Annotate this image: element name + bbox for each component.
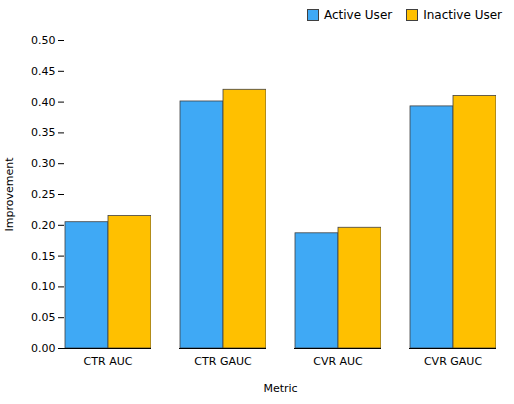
svg-text:CTR GAUC: CTR GAUC bbox=[194, 355, 252, 368]
svg-text:0.45: 0.45 bbox=[31, 65, 56, 78]
svg-text:CVR GAUC: CVR GAUC bbox=[424, 355, 482, 368]
svg-text:CVR AUC: CVR AUC bbox=[313, 355, 363, 368]
svg-text:0.30: 0.30 bbox=[31, 157, 56, 170]
svg-text:0.25: 0.25 bbox=[31, 188, 56, 201]
svg-text:0.50: 0.50 bbox=[31, 34, 56, 47]
svg-text:0.00: 0.00 bbox=[31, 342, 56, 355]
svg-text:Improvement: Improvement bbox=[3, 157, 16, 232]
svg-text:0.20: 0.20 bbox=[31, 219, 56, 232]
svg-text:0.40: 0.40 bbox=[31, 96, 56, 109]
svg-text:0.05: 0.05 bbox=[31, 311, 56, 324]
svg-text:Metric: Metric bbox=[263, 382, 297, 395]
svg-text:0.10: 0.10 bbox=[31, 280, 56, 293]
svg-text:0.15: 0.15 bbox=[31, 250, 56, 263]
svg-text:0.35: 0.35 bbox=[31, 126, 56, 139]
html-text:Active User: Active User bbox=[323, 8, 393, 22]
svg-text:CTR AUC: CTR AUC bbox=[84, 355, 133, 368]
html-text:Inactive User: Inactive User bbox=[423, 8, 502, 22]
